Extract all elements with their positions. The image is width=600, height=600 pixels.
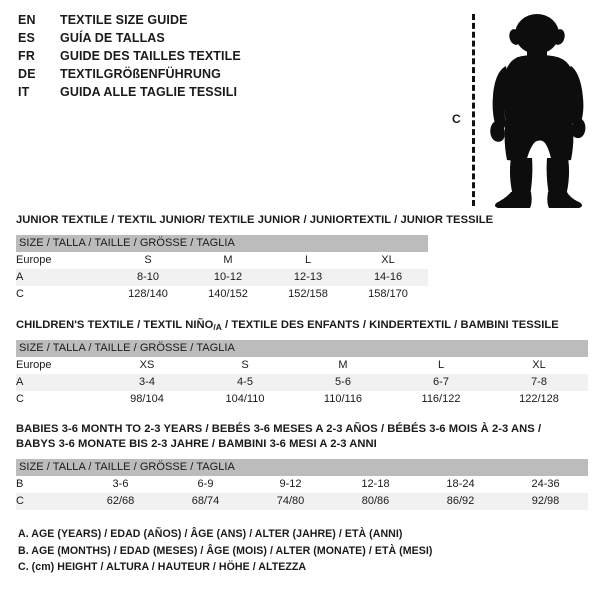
child-silhouette-icon <box>490 14 586 208</box>
language-row-es: ES GUÍA DE TALLAS <box>18 31 318 49</box>
legend-footnotes: A. AGE (YEARS) / EDAD (AÑOS) / ÂGE (ANS)… <box>18 526 432 576</box>
footnote-a: A. AGE (YEARS) / EDAD (AÑOS) / ÂGE (ANS)… <box>18 528 403 540</box>
table-cell: 140/152 <box>188 286 268 303</box>
row-label: Europe <box>16 357 98 374</box>
table-cell: 92/98 <box>503 493 589 510</box>
row-label: A <box>16 374 98 391</box>
table-cell: 14-16 <box>348 269 429 286</box>
table-cell: 12-13 <box>268 269 348 286</box>
table-cell: 128/140 <box>108 286 188 303</box>
childrens-size-table: SIZE / TALLA / TAILLE / GRÖSSE / TAGLIA … <box>16 340 589 408</box>
language-row-de: DE TEXTILGRÖßENFÜHRUNG <box>18 67 318 85</box>
section-title-line1: BABIES 3-6 MONTH TO 2-3 YEARS / BEBÉS 3-… <box>16 423 542 435</box>
table-cell: S <box>196 357 294 374</box>
language-row-en: EN TEXTILE SIZE GUIDE <box>18 13 318 31</box>
table-row: Europe XS S M L XL <box>16 357 589 374</box>
table-row: A 3-4 4-5 5-6 6-7 7-8 <box>16 374 589 391</box>
language-title-block: EN TEXTILE SIZE GUIDE ES GUÍA DE TALLAS … <box>18 13 318 103</box>
row-label: B <box>16 476 78 493</box>
table-band-row: SIZE / TALLA / TAILLE / GRÖSSE / TAGLIA <box>16 235 429 252</box>
table-cell: XL <box>348 252 429 269</box>
table-cell: 24-36 <box>503 476 589 493</box>
babies-size-table: SIZE / TALLA / TAILLE / GRÖSSE / TAGLIA … <box>16 459 589 510</box>
language-row-it: IT GUIDA ALLE TAGLIE TESSILI <box>18 85 318 103</box>
section-title-line2: BABYS 3-6 MONATE BIS 2-3 JAHRE / BAMBINI… <box>16 438 377 450</box>
table-cell: S <box>108 252 188 269</box>
height-figure: C <box>448 8 596 208</box>
table-cell: L <box>268 252 348 269</box>
row-label: Europe <box>16 252 108 269</box>
table-cell: 158/170 <box>348 286 429 303</box>
table-cell: 3-4 <box>98 374 196 391</box>
table-row: B 3-6 6-9 9-12 12-18 18-24 24-36 <box>16 476 589 493</box>
table-cell: XS <box>98 357 196 374</box>
table-cell: 74/80 <box>248 493 333 510</box>
table-cell: 80/86 <box>333 493 418 510</box>
section-babies-textile: BABIES 3-6 MONTH TO 2-3 YEARS / BEBÉS 3-… <box>16 422 589 510</box>
section-title-subscript: /A <box>213 322 222 332</box>
table-cell: L <box>392 357 490 374</box>
language-code: IT <box>18 85 30 99</box>
language-code: FR <box>18 49 36 63</box>
row-label: A <box>16 269 108 286</box>
height-measure-label: C <box>452 112 461 126</box>
table-cell: 62/68 <box>78 493 163 510</box>
guide-title: TEXTILE SIZE GUIDE <box>60 13 188 27</box>
section-title-part1: CHILDREN'S TEXTILE / TEXTIL NIÑO <box>16 319 214 331</box>
language-code: EN <box>18 13 36 27</box>
table-cell: 12-18 <box>333 476 418 493</box>
guide-title: TEXTILGRÖßENFÜHRUNG <box>60 67 221 81</box>
table-row: Europe S M L XL <box>16 252 429 269</box>
table-cell: M <box>294 357 392 374</box>
table-cell: XL <box>490 357 589 374</box>
section-childrens-textile: CHILDREN'S TEXTILE / TEXTIL NIÑO/A / TEX… <box>16 318 589 408</box>
table-cell: 18-24 <box>418 476 503 493</box>
language-code: DE <box>18 67 36 81</box>
size-band-label: SIZE / TALLA / TAILLE / GRÖSSE / TAGLIA <box>16 459 589 476</box>
height-guide-line <box>472 14 475 206</box>
section-title-part2: / TEXTILE DES ENFANTS / KINDERTEXTIL / B… <box>221 319 559 331</box>
table-row: C 62/68 68/74 74/80 80/86 86/92 92/98 <box>16 493 589 510</box>
table-cell: M <box>188 252 268 269</box>
junior-size-table: SIZE / TALLA / TAILLE / GRÖSSE / TAGLIA … <box>16 235 429 303</box>
language-row-fr: FR GUIDE DES TAILLES TEXTILE <box>18 49 318 67</box>
table-cell: 68/74 <box>163 493 248 510</box>
table-cell: 6-7 <box>392 374 490 391</box>
table-band-row: SIZE / TALLA / TAILLE / GRÖSSE / TAGLIA <box>16 459 589 476</box>
table-row: C 128/140 140/152 152/158 158/170 <box>16 286 429 303</box>
row-label: C <box>16 493 78 510</box>
table-cell: 10-12 <box>188 269 268 286</box>
table-cell: 122/128 <box>490 391 589 408</box>
section-title: CHILDREN'S TEXTILE / TEXTIL NIÑO/A / TEX… <box>16 318 588 333</box>
table-cell: 7-8 <box>490 374 589 391</box>
size-band-label: SIZE / TALLA / TAILLE / GRÖSSE / TAGLIA <box>16 340 589 357</box>
table-cell: 104/110 <box>196 391 294 408</box>
table-row: A 8-10 10-12 12-13 14-16 <box>16 269 429 286</box>
guide-title: GUIDA ALLE TAGLIE TESSILI <box>60 85 238 99</box>
table-cell: 86/92 <box>418 493 503 510</box>
row-label: C <box>16 391 98 408</box>
table-cell: 116/122 <box>392 391 490 408</box>
table-cell: 4-5 <box>196 374 294 391</box>
table-cell: 5-6 <box>294 374 392 391</box>
table-cell: 3-6 <box>78 476 163 493</box>
table-cell: 9-12 <box>248 476 333 493</box>
table-cell: 8-10 <box>108 269 188 286</box>
footnote-c: C. (cm) HEIGHT / ALTURA / HAUTEUR / HÖHE… <box>18 561 307 573</box>
section-title: JUNIOR TEXTILE / TEXTIL JUNIOR/ TEXTILE … <box>16 214 494 226</box>
table-cell: 152/158 <box>268 286 348 303</box>
guide-title: GUIDE DES TAILLES TEXTILE <box>60 49 241 63</box>
guide-title: GUÍA DE TALLAS <box>60 31 165 45</box>
size-band-label: SIZE / TALLA / TAILLE / GRÖSSE / TAGLIA <box>16 235 429 252</box>
table-row: C 98/104 104/110 110/116 116/122 122/128 <box>16 391 589 408</box>
language-code: ES <box>18 31 36 45</box>
table-cell: 6-9 <box>163 476 248 493</box>
footnote-b: B. AGE (MONTHS) / EDAD (MESES) / ÂGE (MO… <box>18 544 433 557</box>
table-cell: 98/104 <box>98 391 196 408</box>
section-junior-textile: JUNIOR TEXTILE / TEXTIL JUNIOR/ TEXTILE … <box>16 213 493 303</box>
table-cell: 110/116 <box>294 391 392 408</box>
table-band-row: SIZE / TALLA / TAILLE / GRÖSSE / TAGLIA <box>16 340 589 357</box>
row-label: C <box>16 286 108 303</box>
